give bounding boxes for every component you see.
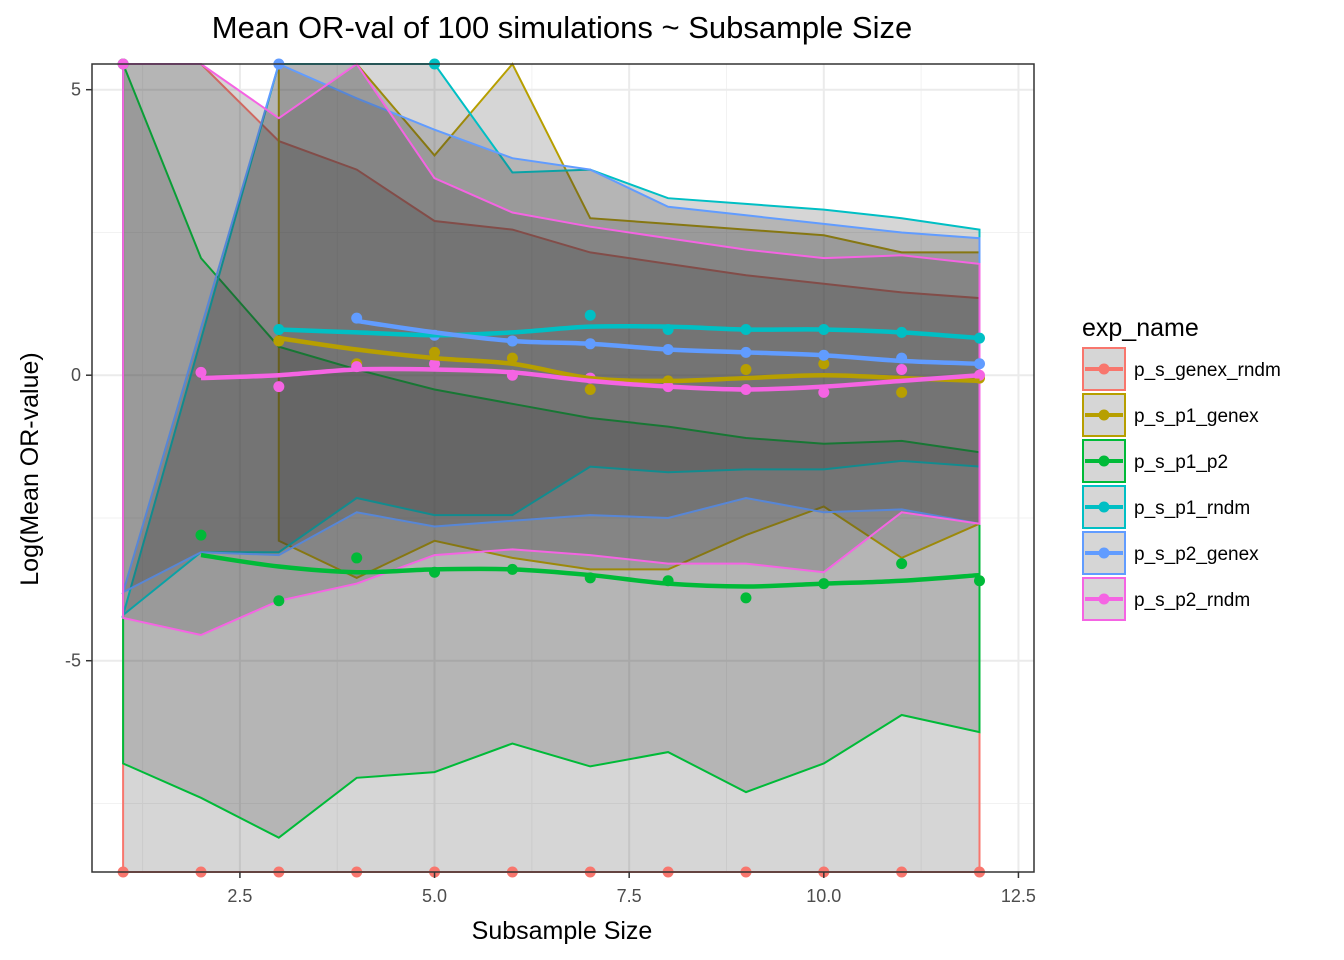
legend-item-p_s_p1_genex: p_s_p1_genex [1082,393,1259,437]
x-axis-title: Subsample Size [472,917,653,945]
legend-label: p_s_genex_rndm [1134,360,1281,381]
y-tick-label: 0 [71,365,81,385]
point-p_s_p1_p2 [896,558,908,570]
legend-key-point [1098,593,1110,605]
point-p_s_p2_rndm [818,386,830,398]
point-p_s_p1_p2 [273,595,285,607]
point-p_s_p2_rndm [429,358,441,370]
legend-item-p_s_p1_p2: p_s_p1_p2 [1082,439,1228,483]
legend-item-p_s_p2_rndm: p_s_p2_rndm [1082,577,1250,621]
x-axis-ticks: 2.5 5.0 7.5 10.0 12.5 [227,872,1036,906]
point-p_s_p1_p2 [740,592,752,604]
point-p_s_p2_rndm [896,363,908,375]
point-p_s_p1_p2 [195,529,207,541]
point-p_s_p1_genex [506,352,518,364]
legend-label: p_s_p1_rndm [1134,498,1250,519]
point-p_s_p1_rndm [584,309,596,321]
ribbon-p_s_p1_p2 [122,63,981,839]
point-p_s_p1_genex [818,358,830,370]
legend-key-point [1098,501,1110,513]
smooth-line-p_s_p1_rndm [278,323,980,341]
x-tick-label: 12.5 [1001,886,1036,906]
smooth-lines-layer [200,318,980,589]
x-tick-label: 10.0 [806,886,841,906]
legend-label: p_s_p1_p2 [1134,452,1228,473]
point-p_s_p2_rndm [273,381,285,393]
chart-title: Mean OR-val of 100 simulations ~ Subsamp… [212,10,912,45]
smooth-line-p_s_p2_genex [356,318,980,367]
point-p_s_p1_genex [429,346,441,358]
legend-item-p_s_p1_rndm: p_s_p1_rndm [1082,485,1250,529]
legend-item-p_s_p2_genex: p_s_p2_genex [1082,531,1259,575]
legend-key-point [1098,455,1110,467]
ribbons-layer [121,62,981,873]
smooth-line-p_s_p1_genex [278,335,980,384]
ribbon-p_s_p1_rndm [121,63,981,618]
point-p_s_p1_p2 [351,552,363,564]
panel-area [92,64,1034,872]
legend-title: exp_name [1082,314,1199,342]
legend-key-point [1098,547,1110,559]
legend-items: p_s_genex_rndm p_s_p1_genex p_s_p1_p2 p_s_p… [1082,347,1281,621]
panel-frame [91,63,1035,873]
legend-key-point [1098,363,1110,375]
legend-label: p_s_p1_genex [1134,406,1259,427]
legend: exp_name p_s_genex_rndm p_s_p1_genex p_s_p… [1082,314,1281,621]
point-p_s_p1_p2 [974,575,986,587]
y-tick-label: 5 [71,80,81,100]
legend-label: p_s_p2_rndm [1134,590,1250,611]
smooth-line-p_s_p1_p2 [200,552,980,589]
x-tick-label: 2.5 [227,886,252,906]
x-tick-label: 7.5 [617,886,642,906]
point-p_s_p1_genex [584,383,596,395]
legend-item-p_s_genex_rndm: p_s_genex_rndm [1082,347,1281,391]
y-axis-title: Log(Mean OR-value) [16,352,44,585]
point-p_s_p1_genex [896,386,908,398]
legend-key-point [1098,409,1110,421]
plot-background [92,64,1034,872]
point-p_s_p1_genex [740,363,752,375]
point-p_s_p2_rndm [195,366,207,378]
panel-border [91,63,1035,873]
x-tick-label: 5.0 [422,886,447,906]
y-axis-ticks: -5 0 5 [65,80,92,671]
y-tick-label: -5 [65,651,81,671]
ribbon-p_s_p2_rndm [122,62,981,637]
legend-label: p_s_p2_genex [1134,544,1259,565]
smooth-line-p_s_p2_rndm [200,366,980,392]
